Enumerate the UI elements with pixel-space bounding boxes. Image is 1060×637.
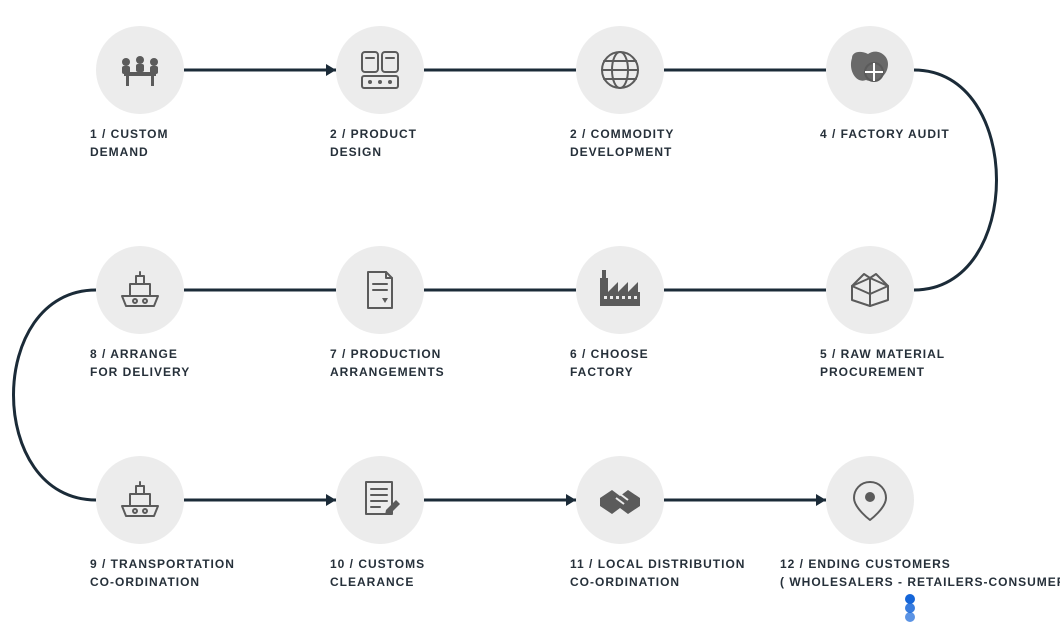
process-step-n8: 8 / ARRANGE FOR DELIVERY <box>90 246 190 379</box>
process-step-n2: 2 / PRODUCT DESIGN <box>330 26 424 159</box>
step-label-line1: 9 / TRANSPORTATION <box>90 557 235 571</box>
step-label-line2: FOR DELIVERY <box>90 365 190 379</box>
step-label-line1: 8 / ARRANGE <box>90 347 178 361</box>
process-step-n5: 5 / RAW MATERIAL PROCUREMENT <box>820 246 945 379</box>
process-step-n3: 2 / COMMODITY DEVELOPMENT <box>570 26 674 159</box>
step-label-line1: 4 / FACTORY AUDIT <box>820 127 950 141</box>
step-label-line2: DESIGN <box>330 145 382 159</box>
step-label-line2: PROCUREMENT <box>820 365 925 379</box>
step-label-line2: DEVELOPMENT <box>570 145 672 159</box>
step-label-line1: 12 / ENDING CUSTOMERS <box>780 557 951 571</box>
step-label-line2: CO-ORDINATION <box>90 575 200 589</box>
process-step-n9: 9 / TRANSPORTATION CO-ORDINATION <box>90 456 235 589</box>
process-step-n4: 4 / FACTORY AUDIT <box>820 26 950 141</box>
process-step-n12: 12 / ENDING CUSTOMERS ( WHOLESALERS - RET… <box>780 456 1060 589</box>
watermark-icon <box>905 594 915 622</box>
step-label-line2: FACTORY <box>570 365 634 379</box>
step-label-line1: 7 / PRODUCTION <box>330 347 441 361</box>
process-step-n6: 6 / CHOOSE FACTORY <box>570 246 664 379</box>
step-circle <box>96 246 184 334</box>
step-label-line1: 6 / CHOOSE <box>570 347 649 361</box>
step-label-line2: DEMAND <box>90 145 149 159</box>
process-flowchart: 1 / CUSTOM DEMAND 2 / PRODUCT DESIGN 2 / COM… <box>0 0 1060 637</box>
nodes: 1 / CUSTOM DEMAND 2 / PRODUCT DESIGN 2 / COM… <box>90 26 1060 589</box>
step-circle <box>336 26 424 114</box>
process-step-n11: 11 / LOCAL DISTRIBUTION CO-ORDINATION <box>570 456 745 589</box>
audit-icon <box>851 52 888 81</box>
step-circle <box>96 456 184 544</box>
process-step-n7: 7 / PRODUCTION ARRANGEMENTS <box>330 246 445 379</box>
step-label-line2: ARRANGEMENTS <box>330 365 445 379</box>
process-step-n10: 10 / CUSTOMS CLEARANCE <box>330 456 425 589</box>
step-label-line1: 1 / CUSTOM <box>90 127 168 141</box>
step-label-line2: CO-ORDINATION <box>570 575 680 589</box>
step-label-line2: ( WHOLESALERS - RETAILERS-CONSUMER) <box>780 575 1060 589</box>
step-label-line1: 2 / COMMODITY <box>570 127 674 141</box>
step-label-line1: 10 / CUSTOMS <box>330 557 425 571</box>
step-label-line1: 2 / PRODUCT <box>330 127 417 141</box>
step-label-line2: CLEARANCE <box>330 575 414 589</box>
step-label-line1: 11 / LOCAL DISTRIBUTION <box>570 557 745 571</box>
step-label-line1: 5 / RAW MATERIAL <box>820 347 945 361</box>
process-step-n1: 1 / CUSTOM DEMAND <box>90 26 184 159</box>
